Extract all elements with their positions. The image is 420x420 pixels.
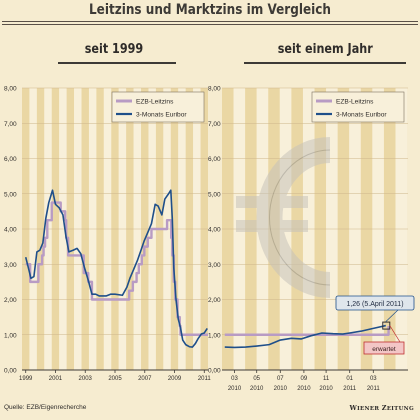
x-tick-label: 07 [277, 376, 284, 382]
x-tick-year-label: 2010 [250, 386, 264, 392]
annotation-leader [385, 309, 399, 322]
x-tick-label: 2005 [108, 376, 122, 382]
y-tick-label: 1,00 [208, 332, 221, 339]
y-tick-label: 5,00 [4, 191, 17, 198]
series-line-euribor [24, 189, 208, 348]
legend-label: 3-Monats Euribor [336, 112, 387, 119]
x-tick-label: 03 [231, 376, 238, 382]
publisher-logo: WIENER ZEITUNG [349, 404, 414, 412]
y-tick-label: 4,00 [208, 227, 221, 234]
x-tick-year-label: 2010 [228, 386, 242, 392]
y-tick-label: 7,00 [4, 121, 17, 128]
legend-label: 3-Monats Euribor [136, 112, 187, 119]
y-tick-label: 6,00 [4, 156, 17, 163]
right-subtitle-underline [244, 62, 406, 64]
x-tick-label: 2001 [49, 376, 63, 382]
y-tick-label: 0,00 [208, 368, 221, 375]
y-tick-label: 7,00 [208, 121, 221, 128]
annotation-box [335, 295, 415, 311]
forecast-label: erwartet [372, 346, 396, 353]
forecast-box [363, 341, 405, 355]
left-subtitle-underline [58, 62, 176, 64]
y-tick-label: 8,00 [208, 86, 221, 93]
y-tick-label: 6,00 [208, 156, 221, 163]
legend-label: EZB-Leitzins [136, 99, 174, 106]
series-line-ezb [224, 325, 390, 336]
x-tick-year-label: 2011 [367, 386, 381, 392]
y-tick-label: 0,00 [4, 368, 17, 375]
legend-box [111, 91, 205, 123]
title-rule-bottom [2, 24, 418, 25]
y-tick-label: 5,00 [208, 191, 221, 198]
y-tick-label: 8,00 [4, 86, 17, 93]
x-tick-label: 2003 [79, 376, 93, 382]
euro-watermark-icon [236, 137, 331, 298]
left-panel-subtitle: seit 1999 [84, 42, 144, 57]
y-tick-label: 1,00 [4, 332, 17, 339]
x-tick-label: 1999 [19, 376, 33, 382]
legend-label: EZB-Leitzins [336, 99, 374, 106]
main-title: Leitzins und Marktzins im Vergleich [89, 2, 331, 18]
y-tick-label: 3,00 [208, 262, 221, 269]
euro-bar-lower [236, 220, 308, 232]
forecast-leader [389, 325, 401, 343]
x-tick-label: 01 [346, 376, 353, 382]
x-tick-label: 2009 [168, 376, 182, 382]
x-tick-label: 05 [253, 376, 260, 382]
y-tick-label: 2,00 [4, 297, 17, 304]
legend-box [311, 91, 405, 123]
source-note: Quelle: EZB/Eigenrecherche [4, 404, 87, 411]
right-panel-subtitle: seit einem Jahr [277, 42, 373, 57]
x-tick-label: 11 [323, 376, 330, 382]
x-tick-label: 09 [301, 376, 308, 382]
y-tick-label: 3,00 [4, 262, 17, 269]
series-line-euribor [224, 324, 386, 349]
annotation-label: 1,26 (5.April 2011) [346, 301, 403, 308]
x-tick-year-label: 2010 [274, 386, 288, 392]
euro-bar-upper [236, 196, 308, 208]
euro-outline [269, 149, 331, 286]
y-tick-label: 2,00 [208, 297, 221, 304]
chart-panel-1: 0,00 1,00 2,00 3,00 4,00 5,00 6,00 7,00 8,00 1999… [4, 86, 211, 383]
x-tick-label: 2011 [198, 376, 212, 382]
x-tick-label: 03 [370, 376, 377, 382]
x-tick-label: 2007 [138, 376, 152, 382]
title-rule-top [2, 21, 418, 22]
x-tick-year-label: 2010 [297, 386, 311, 392]
y-tick-label: 4,00 [4, 227, 17, 234]
x-tick-year-label: 2010 [319, 386, 333, 392]
chart-panel-2: 0,00 1,00 2,00 3,00 4,00 5,00 6,00 7,00 8,00 03 20… [208, 86, 415, 392]
x-tick-year-label: 2011 [343, 386, 357, 392]
